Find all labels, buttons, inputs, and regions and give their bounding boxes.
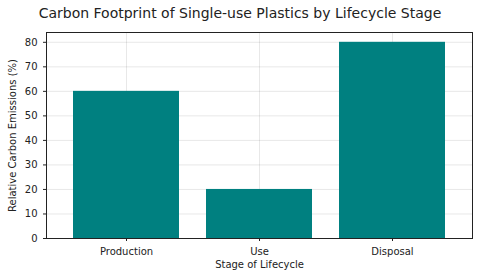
svg-text:80: 80: [25, 37, 38, 48]
svg-text:10: 10: [25, 208, 38, 219]
svg-text:Relative Carbon Emissions (%): Relative Carbon Emissions (%): [7, 59, 18, 212]
svg-text:Production: Production: [100, 246, 153, 257]
svg-text:0: 0: [31, 233, 37, 244]
html-text:Carbon Footprint of Single-use: Carbon Footprint of Single-use Plastics …: [38, 5, 442, 21]
svg-text:Disposal: Disposal: [371, 246, 413, 257]
svg-text:20: 20: [25, 184, 38, 195]
svg-text:50: 50: [25, 110, 38, 121]
svg-text:30: 30: [25, 159, 38, 170]
svg-text:Stage of Lifecycle: Stage of Lifecycle: [215, 259, 304, 270]
svg-text:70: 70: [25, 61, 38, 72]
svg-text:60: 60: [25, 86, 38, 97]
svg-text:40: 40: [25, 135, 38, 146]
svg-text:Use: Use: [250, 246, 269, 257]
